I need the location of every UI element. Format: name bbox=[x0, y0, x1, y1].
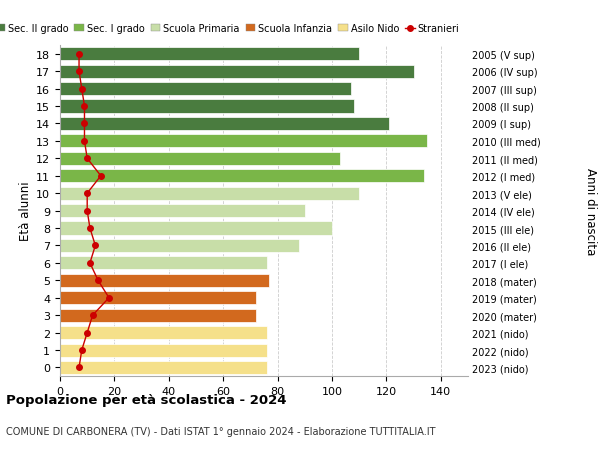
Bar bbox=[60, 240, 299, 252]
Bar bbox=[60, 152, 340, 166]
Bar bbox=[60, 100, 354, 113]
Text: COMUNE DI CARBONERA (TV) - Dati ISTAT 1° gennaio 2024 - Elaborazione TUTTITALIA.: COMUNE DI CARBONERA (TV) - Dati ISTAT 1°… bbox=[6, 426, 436, 436]
Bar bbox=[60, 83, 351, 96]
Bar bbox=[60, 309, 256, 322]
Legend: Sec. II grado, Sec. I grado, Scuola Primaria, Scuola Infanzia, Asilo Nido, Stran: Sec. II grado, Sec. I grado, Scuola Prim… bbox=[0, 20, 463, 38]
Bar bbox=[60, 291, 256, 305]
Text: Anni di nascita: Anni di nascita bbox=[584, 168, 597, 255]
Bar bbox=[60, 361, 267, 374]
Text: Popolazione per età scolastica - 2024: Popolazione per età scolastica - 2024 bbox=[6, 393, 287, 406]
Bar bbox=[60, 205, 305, 218]
Bar bbox=[60, 257, 267, 270]
Bar bbox=[60, 326, 267, 339]
Bar bbox=[60, 187, 359, 200]
Y-axis label: Età alunni: Età alunni bbox=[19, 181, 32, 241]
Bar bbox=[60, 274, 269, 287]
Bar bbox=[60, 66, 413, 78]
Bar bbox=[60, 170, 424, 183]
Bar bbox=[60, 222, 332, 235]
Bar bbox=[60, 344, 267, 357]
Bar bbox=[60, 118, 389, 131]
Bar bbox=[60, 135, 427, 148]
Bar bbox=[60, 48, 359, 61]
